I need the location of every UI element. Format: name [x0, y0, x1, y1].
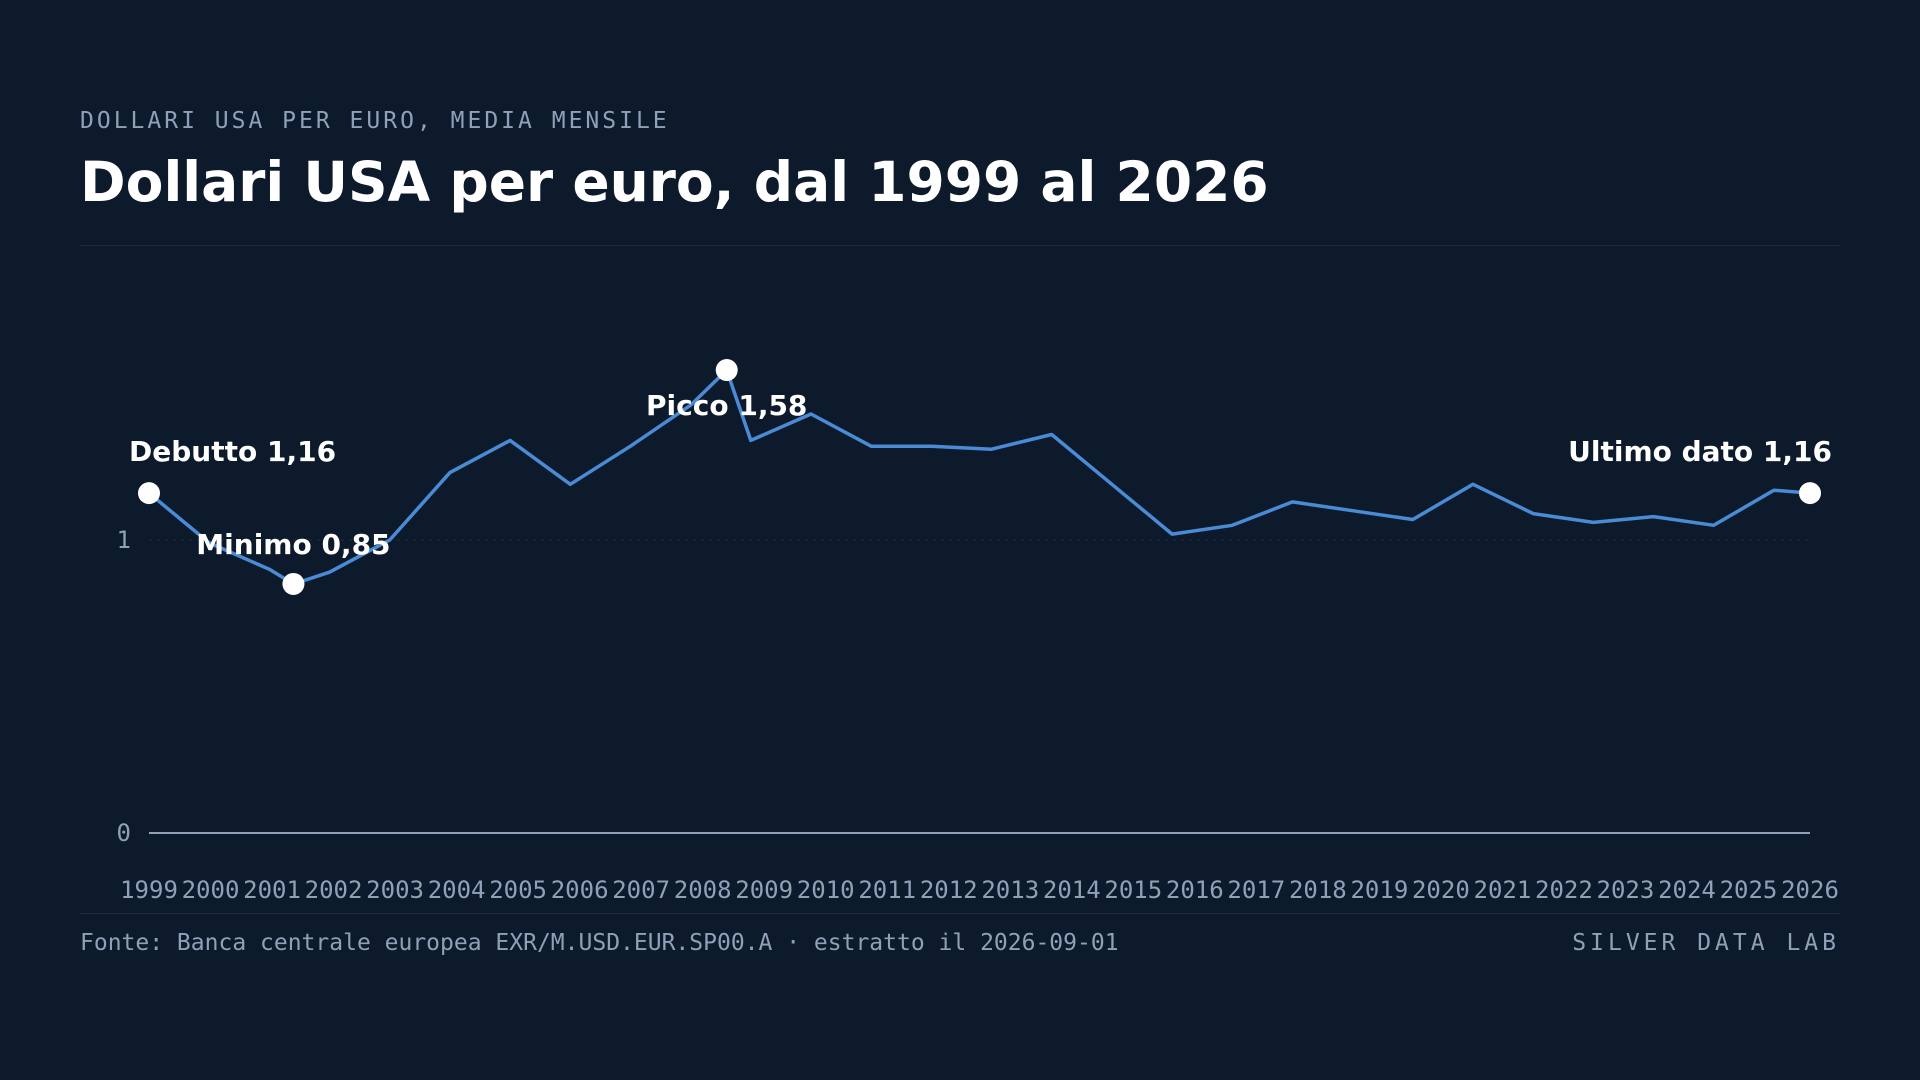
x-tick-label: 2015 [1104, 876, 1162, 904]
annotation-marker [138, 482, 160, 505]
x-tick-label: 2006 [551, 876, 609, 904]
annotation-marker [1799, 482, 1821, 505]
x-axis: 1999 2000 2001 2002 2003 2004 2005 2006 2007 2008… [120, 832, 1839, 904]
y-tick-label: 1 [117, 526, 131, 554]
x-tick-label: 2011 [858, 876, 916, 904]
x-tick-label: 2007 [612, 876, 670, 904]
x-tick-label: 2003 [366, 876, 424, 904]
annotation-label: Minimo 0,85 [196, 528, 390, 561]
chart-title: Dollari USA per euro, dal 1999 al 2026 [80, 150, 1269, 214]
annotation-layer: Debutto 1,16 Minimo 0,85 Picco 1,58 Ultimo … [129, 359, 1832, 595]
x-tick-label: 2000 [182, 876, 240, 904]
y-tick-label: 0 [117, 819, 131, 847]
x-tick-label: 2002 [305, 876, 363, 904]
x-tick-label: 2020 [1412, 876, 1470, 904]
footer-divider [80, 913, 1840, 914]
x-tick-label: 2012 [920, 876, 978, 904]
x-tick-label: 2024 [1658, 876, 1716, 904]
x-tick-label: 2001 [243, 876, 301, 904]
y-axis: 01 [117, 526, 1810, 847]
x-tick-label: 2017 [1227, 876, 1285, 904]
chart-kicker: DOLLARI USA PER EURO, MEDIA MENSILE [80, 108, 670, 134]
series-line [147, 368, 1812, 586]
x-tick-label: 2005 [489, 876, 547, 904]
header-divider [80, 245, 1840, 246]
annotation-label: Debutto 1,16 [129, 435, 336, 468]
x-tick-label: 2025 [1720, 876, 1778, 904]
x-tick-label: 2021 [1474, 876, 1532, 904]
x-tick-label: 2022 [1535, 876, 1593, 904]
annotation-label: Picco 1,58 [646, 389, 807, 422]
x-tick-label: 2014 [1043, 876, 1101, 904]
x-tick-label: 2023 [1597, 876, 1655, 904]
x-tick-label: 2004 [428, 876, 486, 904]
series-layer [147, 368, 1812, 586]
annotation-marker [715, 359, 738, 382]
x-tick-label: 2010 [797, 876, 855, 904]
x-tick-label: 2018 [1289, 876, 1347, 904]
x-tick-label: 2013 [981, 876, 1039, 904]
brand-label: SILVER DATA LAB [1572, 930, 1840, 956]
x-tick-label: 2008 [674, 876, 732, 904]
source-note: Fonte: Banca centrale europea EXR/M.USD.… [80, 930, 1119, 956]
annotation-marker [282, 572, 305, 595]
x-tick-label: 2016 [1166, 876, 1224, 904]
x-tick-label: 2019 [1350, 876, 1408, 904]
x-tick-label: 2009 [735, 876, 793, 904]
annotation-label: Ultimo dato 1,16 [1568, 435, 1832, 468]
x-tick-label: 2026 [1781, 876, 1839, 904]
x-tick-label: 1999 [120, 876, 178, 904]
